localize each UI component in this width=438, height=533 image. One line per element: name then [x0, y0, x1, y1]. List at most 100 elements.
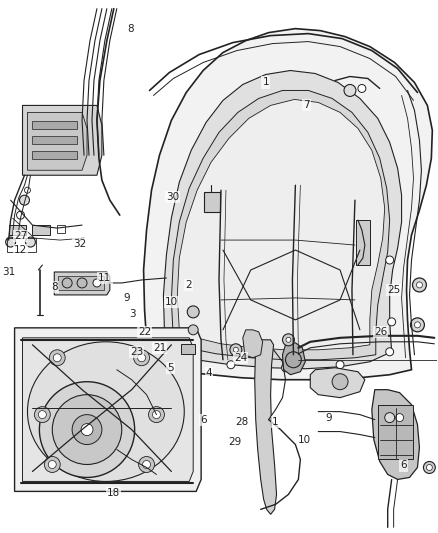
Circle shape [148, 407, 164, 423]
Circle shape [414, 322, 420, 328]
Polygon shape [22, 338, 193, 481]
Text: 31: 31 [2, 267, 15, 277]
Circle shape [39, 382, 134, 478]
Circle shape [413, 278, 426, 292]
Polygon shape [171, 91, 390, 360]
Text: 6: 6 [200, 415, 206, 425]
Polygon shape [255, 340, 276, 514]
Circle shape [25, 237, 35, 247]
Text: 3: 3 [129, 309, 136, 319]
Circle shape [283, 334, 294, 346]
Polygon shape [22, 106, 102, 175]
Text: 10: 10 [298, 434, 311, 445]
Text: 28: 28 [235, 417, 248, 426]
Text: 26: 26 [374, 327, 387, 337]
Circle shape [17, 211, 25, 219]
Text: 27: 27 [14, 231, 27, 241]
Circle shape [385, 413, 395, 423]
Circle shape [386, 348, 394, 356]
Ellipse shape [28, 342, 184, 481]
Text: 9: 9 [124, 293, 130, 303]
Polygon shape [177, 100, 385, 350]
Bar [7, 238, 36, 252]
Polygon shape [310, 368, 365, 398]
Polygon shape [14, 328, 201, 491]
Circle shape [77, 278, 87, 288]
Circle shape [388, 318, 396, 326]
Circle shape [227, 361, 235, 369]
Circle shape [286, 337, 291, 342]
Text: 8: 8 [51, 282, 57, 292]
Text: 25: 25 [387, 285, 400, 295]
Text: 18: 18 [107, 488, 120, 498]
Circle shape [386, 256, 394, 264]
Text: 12: 12 [14, 245, 27, 255]
Bar [181, 344, 195, 354]
Bar [32, 136, 77, 144]
Bar [32, 151, 77, 159]
Circle shape [152, 410, 160, 418]
Text: 1: 1 [262, 77, 269, 87]
Text: 21: 21 [153, 343, 166, 353]
Circle shape [6, 237, 16, 247]
Text: 24: 24 [234, 353, 247, 363]
Text: 11: 11 [98, 273, 112, 283]
Circle shape [417, 282, 422, 288]
Bar [32, 225, 50, 235]
Polygon shape [163, 70, 402, 369]
Circle shape [20, 195, 29, 205]
Circle shape [230, 344, 242, 356]
Circle shape [134, 350, 149, 366]
Circle shape [396, 414, 403, 422]
Text: 1: 1 [272, 417, 279, 426]
Circle shape [49, 350, 65, 366]
Bar [32, 122, 77, 130]
Circle shape [48, 461, 56, 469]
Circle shape [282, 364, 290, 372]
Circle shape [336, 361, 344, 369]
Circle shape [53, 354, 61, 362]
Text: 32: 32 [74, 239, 87, 249]
Circle shape [138, 354, 145, 362]
Text: 30: 30 [166, 192, 179, 202]
Circle shape [332, 374, 348, 390]
Polygon shape [372, 390, 420, 480]
Text: 29: 29 [228, 437, 241, 447]
Circle shape [426, 464, 432, 471]
Text: 22: 22 [138, 327, 151, 337]
Circle shape [93, 279, 101, 287]
Circle shape [81, 424, 93, 435]
Bar [204, 192, 220, 212]
Circle shape [44, 456, 60, 472]
Circle shape [35, 407, 50, 423]
Circle shape [138, 456, 155, 472]
Circle shape [424, 462, 435, 473]
Circle shape [410, 318, 424, 332]
Circle shape [52, 394, 122, 464]
Circle shape [62, 278, 72, 288]
Circle shape [188, 325, 198, 335]
Polygon shape [28, 112, 87, 170]
Circle shape [286, 352, 301, 368]
Text: 9: 9 [326, 413, 332, 423]
Polygon shape [54, 272, 110, 295]
Text: 8: 8 [127, 23, 134, 34]
Polygon shape [243, 330, 263, 358]
Circle shape [233, 348, 238, 352]
Circle shape [344, 84, 356, 96]
Text: 4: 4 [206, 368, 212, 378]
Circle shape [39, 410, 46, 418]
Bar [58, 276, 104, 290]
Circle shape [72, 415, 102, 445]
Circle shape [358, 84, 366, 92]
Text: 10: 10 [165, 297, 178, 307]
Bar [356, 220, 370, 265]
Bar [57, 225, 65, 233]
Polygon shape [144, 29, 432, 379]
Circle shape [143, 461, 151, 469]
Text: 5: 5 [167, 363, 174, 373]
Circle shape [187, 306, 199, 318]
Bar [378, 405, 413, 459]
Text: 2: 2 [185, 280, 191, 290]
Polygon shape [283, 343, 305, 375]
